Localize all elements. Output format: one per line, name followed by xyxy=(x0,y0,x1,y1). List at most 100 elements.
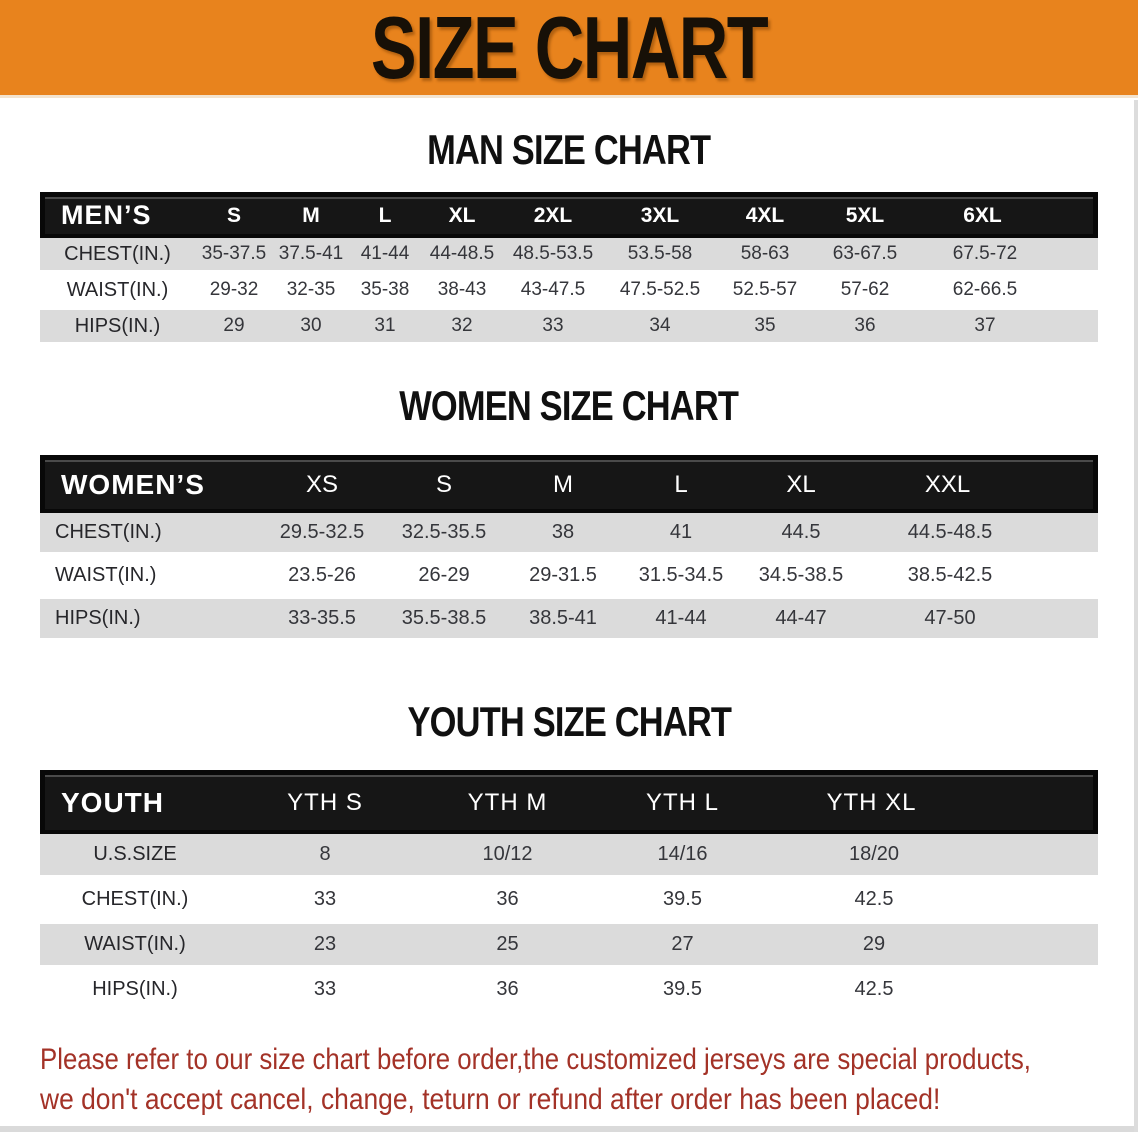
measurement-label: U.S.SIZE xyxy=(40,834,230,879)
measurement-value: 44.5 xyxy=(740,513,862,556)
youth-section-title: YOUTH SIZE CHART xyxy=(0,698,1138,746)
youth-section-title-text: YOUTH SIZE CHART xyxy=(407,698,731,745)
size-column-header: YTH M xyxy=(420,770,595,834)
size-column-header: 4XL xyxy=(717,192,813,238)
measurement-value: 34 xyxy=(603,310,717,346)
measurement-value: 18/20 xyxy=(770,834,1098,879)
men-section-title: MAN SIZE CHART xyxy=(0,126,1138,174)
women-section: WOMEN SIZE CHART WOMEN’S XS S M L XL XXL CHEST(… xyxy=(0,382,1138,642)
disclaimer-line-2: we don't accept cancel, change, teturn o… xyxy=(40,1080,1138,1120)
measurement-row: HIPS(IN.) 33 36 39.5 42.5 xyxy=(40,969,1098,1014)
measurement-value: 34.5-38.5 xyxy=(740,556,862,599)
group-label: WOMEN’S xyxy=(40,455,260,513)
size-column-header: XL xyxy=(421,192,503,238)
measurement-value: 53.5-58 xyxy=(603,238,717,274)
youth-section: YOUTH SIZE CHART YOUTH YTH S YTH M YTH L YTH… xyxy=(0,698,1138,1014)
size-column-header: YTH S xyxy=(230,770,420,834)
measurement-value: 33 xyxy=(230,879,420,924)
measurement-value: 36 xyxy=(420,969,595,1014)
measurement-value: 36 xyxy=(420,879,595,924)
disclaimer-line-1: Please refer to our size chart before or… xyxy=(40,1040,1138,1080)
measurement-value: 26-29 xyxy=(384,556,504,599)
measurement-value: 35 xyxy=(717,310,813,346)
measurement-value: 41-44 xyxy=(622,599,740,642)
measurement-value: 35-38 xyxy=(349,274,421,310)
measurement-value: 33 xyxy=(503,310,603,346)
measurement-value: 30 xyxy=(273,310,349,346)
size-column-header: XL xyxy=(740,455,862,513)
measurement-row: WAIST(IN.) 23 25 27 29 xyxy=(40,924,1098,969)
measurement-label: HIPS(IN.) xyxy=(40,969,230,1014)
size-column-header: L xyxy=(349,192,421,238)
measurement-value: 29 xyxy=(195,310,273,346)
measurement-row: HIPS(IN.) 29 30 31 32 33 34 35 36 37 xyxy=(40,310,1098,346)
measurement-label: CHEST(IN.) xyxy=(40,238,195,274)
measurement-row: HIPS(IN.) 33-35.5 35.5-38.5 38.5-41 41-44 44-… xyxy=(40,599,1098,642)
size-column-header: L xyxy=(622,455,740,513)
size-column-header: M xyxy=(504,455,622,513)
size-header-row: WOMEN’S XS S M L XL XXL xyxy=(40,455,1098,513)
women-section-title: WOMEN SIZE CHART xyxy=(0,382,1138,430)
measurement-value: 38.5-42.5 xyxy=(862,556,1098,599)
measurement-value: 67.5-72 xyxy=(917,238,1098,274)
measurement-row: CHEST(IN.) 33 36 39.5 42.5 xyxy=(40,879,1098,924)
measurement-value: 39.5 xyxy=(595,969,770,1014)
measurement-value: 23 xyxy=(230,924,420,969)
measurement-value: 48.5-53.5 xyxy=(503,238,603,274)
measurement-label: WAIST(IN.) xyxy=(40,924,230,969)
measurement-row: CHEST(IN.) 29.5-32.5 32.5-35.5 38 41 44.5 44.5… xyxy=(40,513,1098,556)
measurement-value: 42.5 xyxy=(770,969,1098,1014)
men-section: MAN SIZE CHART MEN’S S M L XL 2XL 3XL 4XL 5XL 6XL… xyxy=(0,126,1138,346)
measurement-value: 44-47 xyxy=(740,599,862,642)
measurement-value: 38.5-41 xyxy=(504,599,622,642)
measurement-value: 47.5-52.5 xyxy=(603,274,717,310)
measurement-value: 35-37.5 xyxy=(195,238,273,274)
size-header-row: YOUTH YTH S YTH M YTH L YTH XL xyxy=(40,770,1098,834)
size-column-header: 2XL xyxy=(503,192,603,238)
men-section-title-text: MAN SIZE CHART xyxy=(427,126,711,173)
group-label: MEN’S xyxy=(40,192,195,238)
measurement-value: 29-32 xyxy=(195,274,273,310)
measurement-value: 47-50 xyxy=(862,599,1098,642)
disclaimer-line-2-text: we don't accept cancel, change, teturn o… xyxy=(40,1083,941,1116)
measurement-value: 37 xyxy=(917,310,1098,346)
measurement-label: HIPS(IN.) xyxy=(40,599,260,642)
measurement-row: WAIST(IN.) 29-32 32-35 35-38 38-43 43-47.5 47.… xyxy=(40,274,1098,310)
measurement-value: 32 xyxy=(421,310,503,346)
measurement-value: 33 xyxy=(230,969,420,1014)
measurement-label: WAIST(IN.) xyxy=(40,274,195,310)
measurement-value: 63-67.5 xyxy=(813,238,917,274)
measurement-value: 62-66.5 xyxy=(917,274,1098,310)
measurement-value: 31 xyxy=(349,310,421,346)
measurement-value: 41 xyxy=(622,513,740,556)
measurement-value: 38 xyxy=(504,513,622,556)
measurement-row: WAIST(IN.) 23.5-26 26-29 29-31.5 31.5-34.5 34… xyxy=(40,556,1098,599)
measurement-row: U.S.SIZE 8 10/12 14/16 18/20 xyxy=(40,834,1098,879)
measurement-value: 57-62 xyxy=(813,274,917,310)
size-column-header: YTH L xyxy=(595,770,770,834)
size-column-header: 3XL xyxy=(603,192,717,238)
size-column-header: 6XL xyxy=(917,192,1098,238)
disclaimer-line-1-text: Please refer to our size chart before or… xyxy=(40,1043,1031,1076)
measurement-value: 52.5-57 xyxy=(717,274,813,310)
measurement-value: 41-44 xyxy=(349,238,421,274)
size-column-header: S xyxy=(384,455,504,513)
measurement-value: 33-35.5 xyxy=(260,599,384,642)
measurement-value: 25 xyxy=(420,924,595,969)
measurement-value: 31.5-34.5 xyxy=(622,556,740,599)
size-column-header: M xyxy=(273,192,349,238)
measurement-value: 42.5 xyxy=(770,879,1098,924)
measurement-value: 14/16 xyxy=(595,834,770,879)
size-column-header: 5XL xyxy=(813,192,917,238)
measurement-value: 35.5-38.5 xyxy=(384,599,504,642)
measurement-value: 32.5-35.5 xyxy=(384,513,504,556)
measurement-value: 39.5 xyxy=(595,879,770,924)
size-header-row: MEN’S S M L XL 2XL 3XL 4XL 5XL 6XL xyxy=(40,192,1098,238)
scan-edge-bottom xyxy=(0,1126,1138,1132)
measurement-value: 44.5-48.5 xyxy=(862,513,1098,556)
measurement-value: 43-47.5 xyxy=(503,274,603,310)
measurement-value: 37.5-41 xyxy=(273,238,349,274)
banner-title: SIZE CHART xyxy=(370,0,769,97)
measurement-label: WAIST(IN.) xyxy=(40,556,260,599)
measurement-label: CHEST(IN.) xyxy=(40,513,260,556)
